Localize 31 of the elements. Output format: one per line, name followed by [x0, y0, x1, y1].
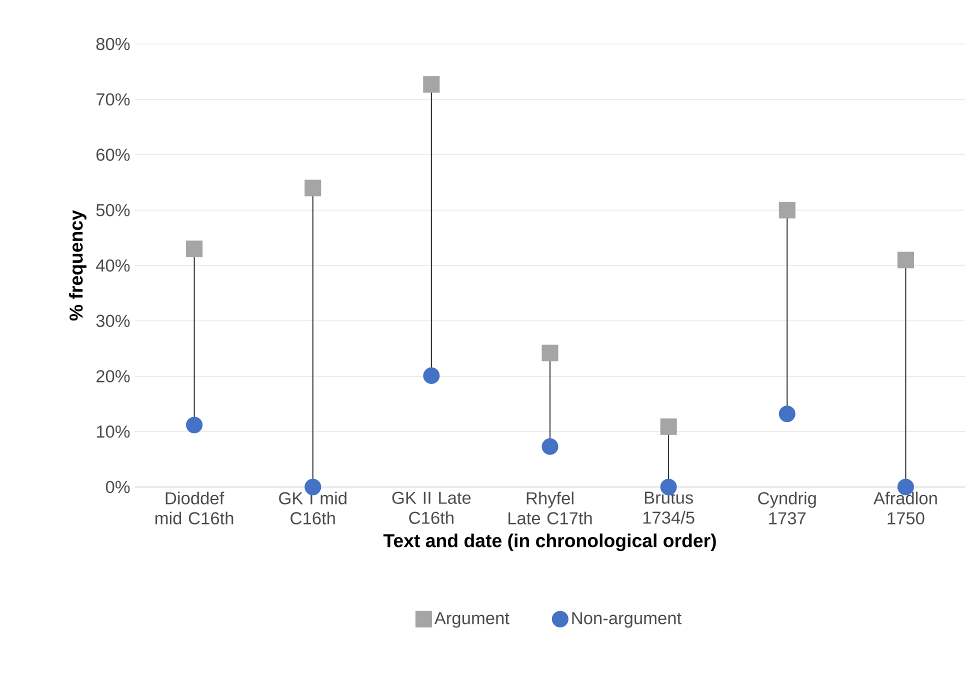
point — [186, 240, 203, 258]
point — [304, 478, 322, 496]
x-tick-label: Rhyfel Late C17th — [508, 492, 592, 524]
x-tick-label: Brutus 1734/5 — [643, 492, 694, 524]
point — [423, 76, 440, 93]
point — [423, 367, 440, 384]
y-tick-label: 20% — [96, 370, 130, 382]
point — [542, 438, 558, 455]
point — [778, 202, 796, 218]
y-tick-label: 0% — [106, 480, 130, 494]
y-tick-label: 60% — [96, 148, 130, 161]
legend-label: Argument — [434, 612, 510, 628]
x-tick-label: Cyndrig 1737 — [758, 492, 816, 524]
point — [542, 344, 558, 362]
legend-label: Non-argument — [572, 612, 682, 628]
x-axis-title: Text and date (in chronological order) — [383, 534, 716, 552]
point — [304, 180, 322, 196]
point — [660, 418, 677, 435]
point — [778, 406, 796, 422]
y-tick-label: 80% — [96, 38, 130, 50]
y-axis-title: % frequency — [69, 210, 86, 321]
y-tick-label: 40% — [96, 259, 130, 272]
y-tick-label: 30% — [96, 314, 130, 328]
x-tick-label: Afradlon 1750 — [873, 492, 937, 524]
point — [186, 416, 203, 434]
y-tick-label: 50% — [96, 204, 130, 216]
x-tick-label: GK II Late C16th — [392, 492, 471, 524]
y-tick-label: 10% — [96, 425, 130, 438]
x-tick-label: Dioddef mid C16th — [155, 492, 234, 524]
y-tick-label: 70% — [96, 93, 130, 106]
point — [897, 252, 914, 268]
